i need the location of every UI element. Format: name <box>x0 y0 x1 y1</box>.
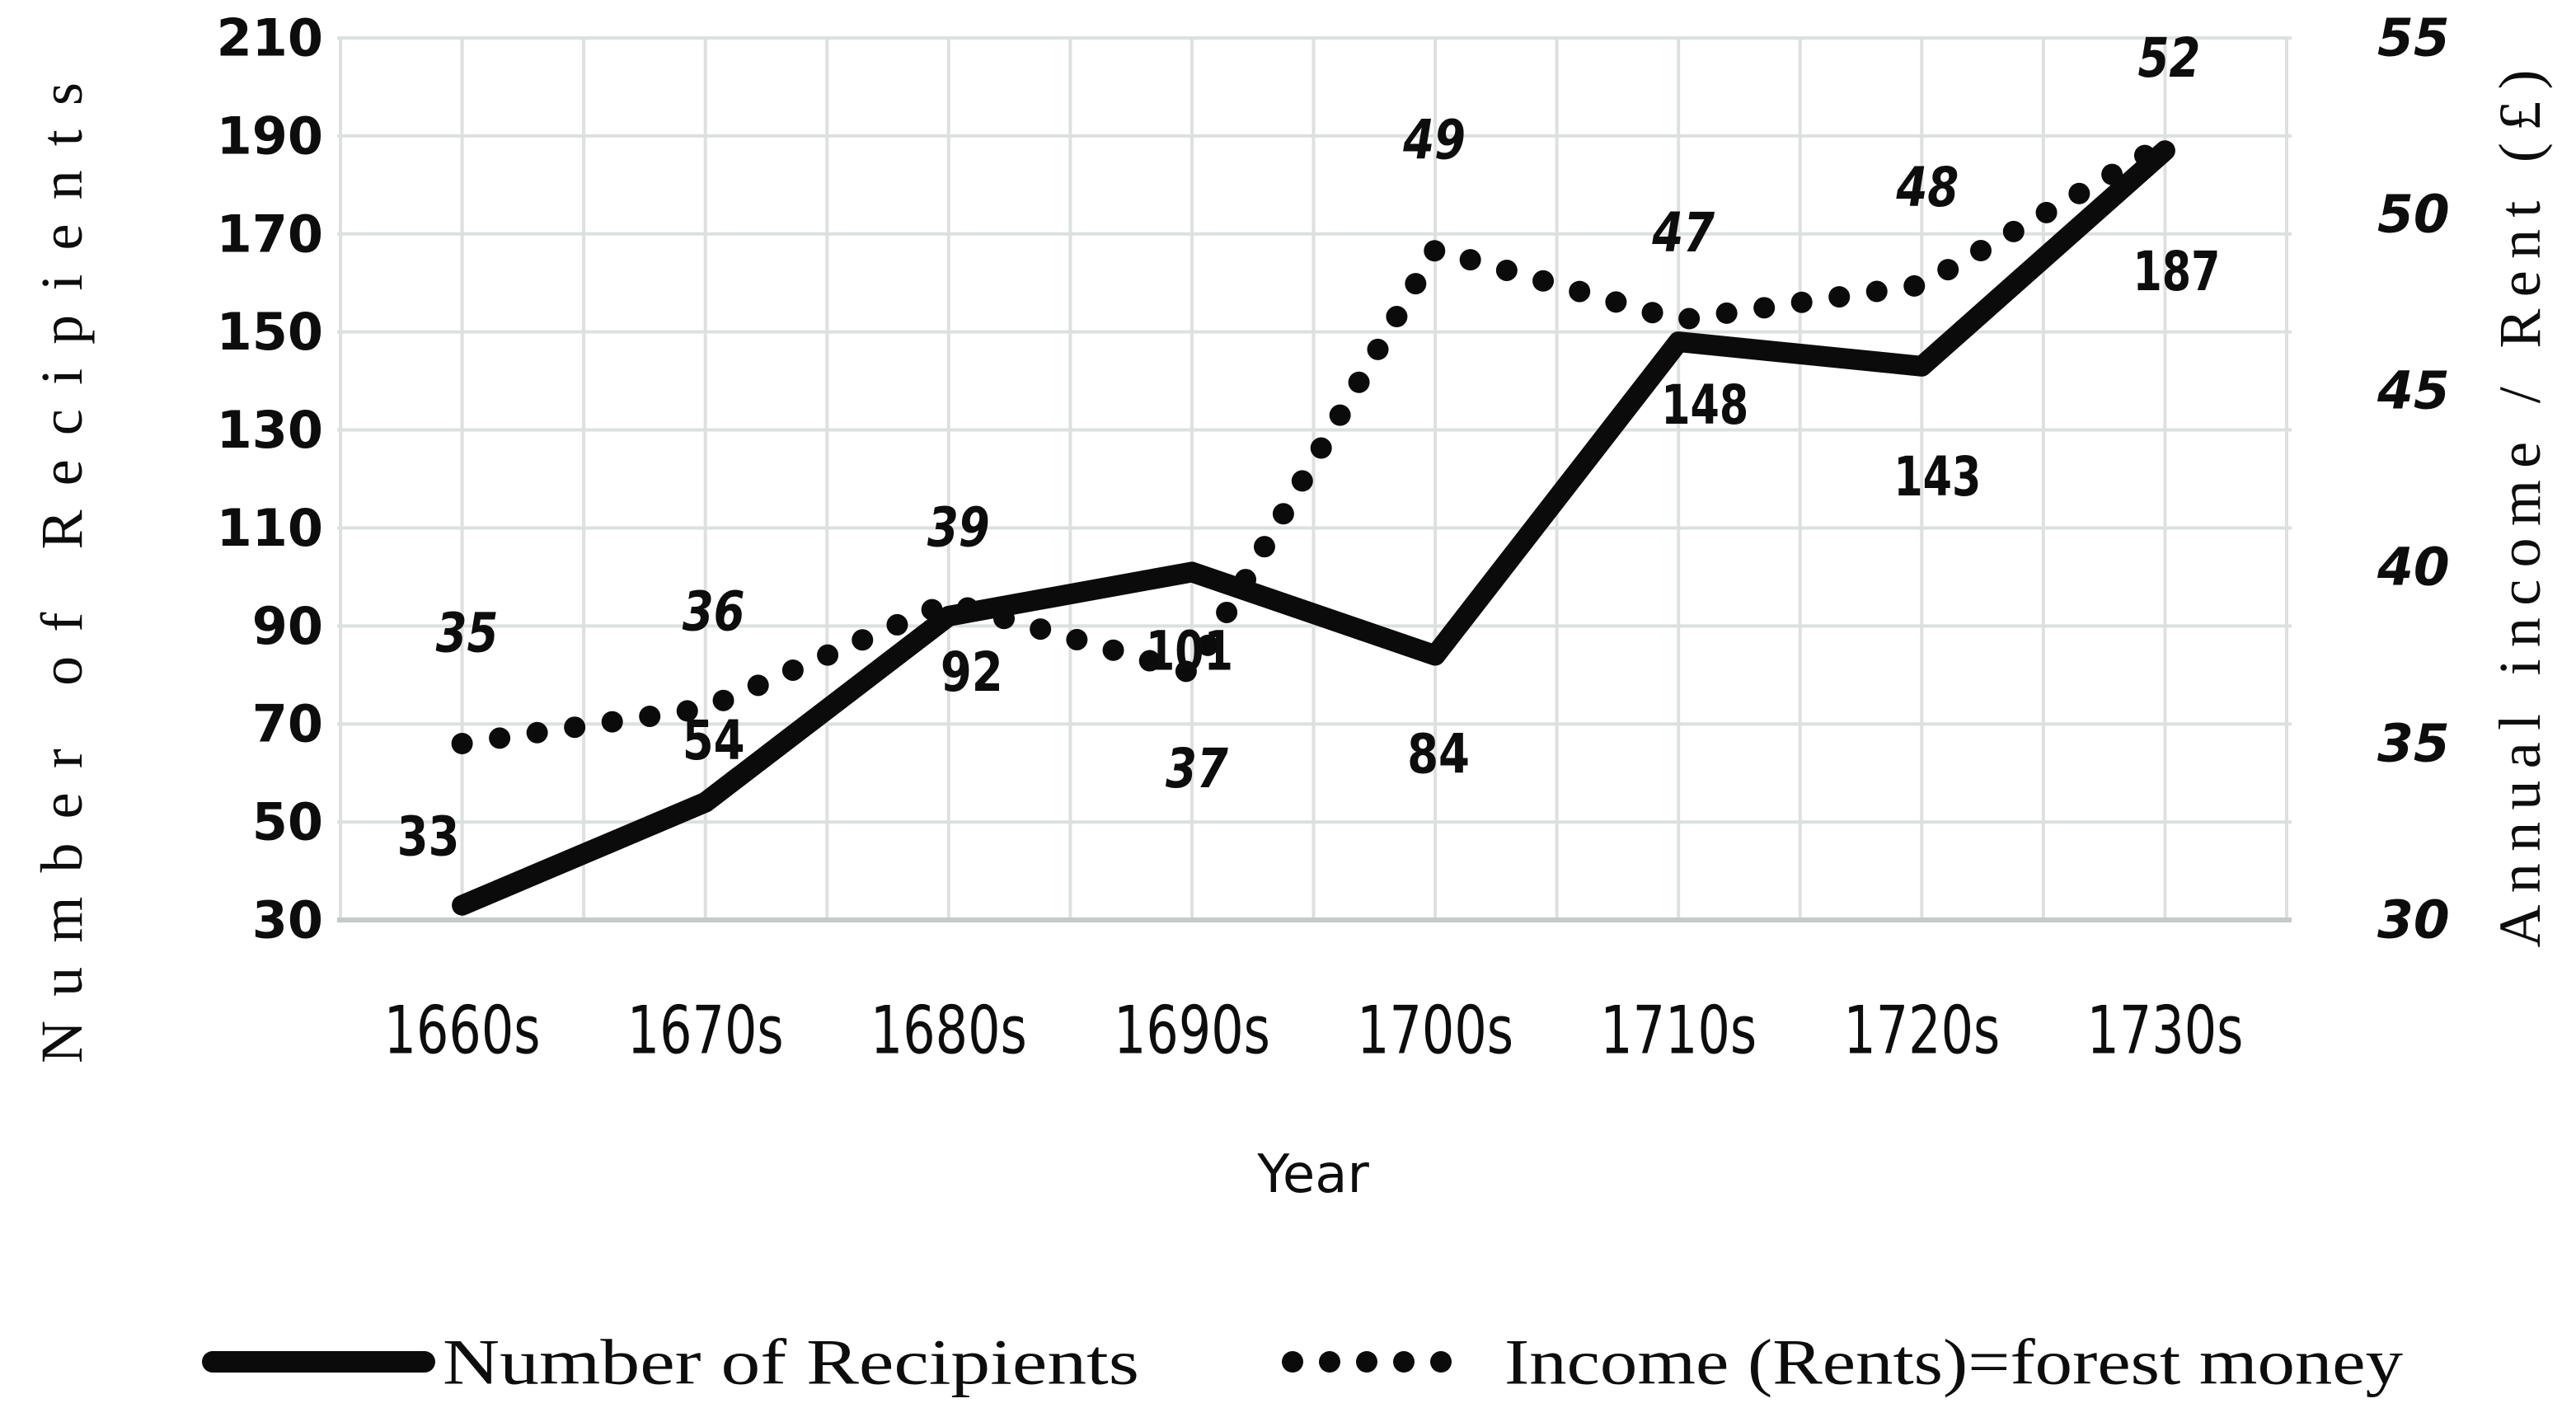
right-axis-title: Annual income / Rent (£) <box>2487 70 2553 948</box>
x-axis-tick-label: 1720s <box>1843 993 2000 1069</box>
right-axis-tick-label: 50 <box>2377 185 2450 245</box>
data-label-recipients: 92 <box>941 641 1003 704</box>
legend-label-income: Income (Rents)=forest money <box>1504 1326 2403 1398</box>
right-axis-tick-label: 55 <box>2377 8 2450 68</box>
right-axis-tick-label: 30 <box>2377 890 2450 950</box>
left-axis-tick-label: 30 <box>252 890 323 950</box>
x-axis-tick-label: 1660s <box>384 993 541 1069</box>
data-label-income: 49 <box>1402 108 1466 171</box>
data-label-recipients: 148 <box>1661 373 1748 437</box>
data-label-income: 36 <box>683 580 745 644</box>
right-axis-tick-label: 40 <box>2377 537 2450 598</box>
left-axis-tick-label: 130 <box>217 400 323 460</box>
left-axis-title: Number of Recipients <box>29 82 95 1063</box>
left-axis-ticks: 210 190 170 150 130 110 90 70 50 30 <box>217 8 323 950</box>
left-axis-tick-label: 110 <box>217 498 323 558</box>
left-axis-tick-label: 150 <box>217 302 323 362</box>
data-labels: 33 54 92 101 84 148 143 187 35 36 39 37 49 47 48 52 <box>397 26 2221 869</box>
recipients-solid-series <box>452 140 2175 916</box>
left-axis-tick-label: 70 <box>252 694 323 754</box>
left-axis-tick-label: 190 <box>217 106 323 166</box>
x-axis-title: Year <box>1256 1144 1369 1205</box>
data-label-income: 52 <box>2137 26 2200 90</box>
income-dotted-series <box>451 133 2176 754</box>
data-label-recipients: 187 <box>2133 240 2220 303</box>
x-axis-tick-label: 1700s <box>1357 993 1513 1069</box>
data-label-recipients: 54 <box>683 709 745 772</box>
right-axis-tick-label: 45 <box>2377 361 2450 421</box>
data-label-recipients: 84 <box>1407 723 1470 786</box>
right-axis-ticks: 55 50 45 40 35 30 <box>2377 8 2450 950</box>
x-axis-tick-label: 1680s <box>870 993 1027 1069</box>
legend-item-recipients: Number of Recipients <box>202 1326 1139 1398</box>
data-label-income: 37 <box>1166 737 1228 800</box>
x-axis-tick-label: 1690s <box>1114 993 1270 1069</box>
right-axis-tick-label: 35 <box>2377 714 2450 774</box>
legend: Number of Recipients Income (Rents)=fores… <box>202 1326 2403 1398</box>
left-axis-tick-label: 50 <box>252 792 323 852</box>
x-axis-tick-label: 1710s <box>1600 993 1757 1069</box>
data-label-recipients: 33 <box>397 805 460 869</box>
data-label-income: 47 <box>1651 201 1715 265</box>
left-axis-tick-label: 210 <box>217 8 323 68</box>
data-label-recipients: 101 <box>1146 619 1233 683</box>
legend-item-income: Income (Rents)=forest money <box>1282 1326 2403 1398</box>
x-axis-ticks: 1660s 1670s 1680s 1690s 1700s 1710s 1720s 1730s <box>384 993 2244 1069</box>
left-axis-tick-label: 170 <box>217 204 323 264</box>
data-label-income: 39 <box>927 495 990 559</box>
gridlines <box>337 36 2292 922</box>
data-label-recipients: 143 <box>1893 445 1981 509</box>
data-label-income: 48 <box>1895 156 1959 219</box>
left-axis-tick-label: 90 <box>252 596 323 656</box>
data-label-income: 35 <box>436 602 499 665</box>
x-axis-tick-label: 1730s <box>2086 993 2243 1069</box>
legend-label-recipients: Number of Recipients <box>443 1326 1139 1398</box>
x-axis-tick-label: 1670s <box>627 993 784 1069</box>
